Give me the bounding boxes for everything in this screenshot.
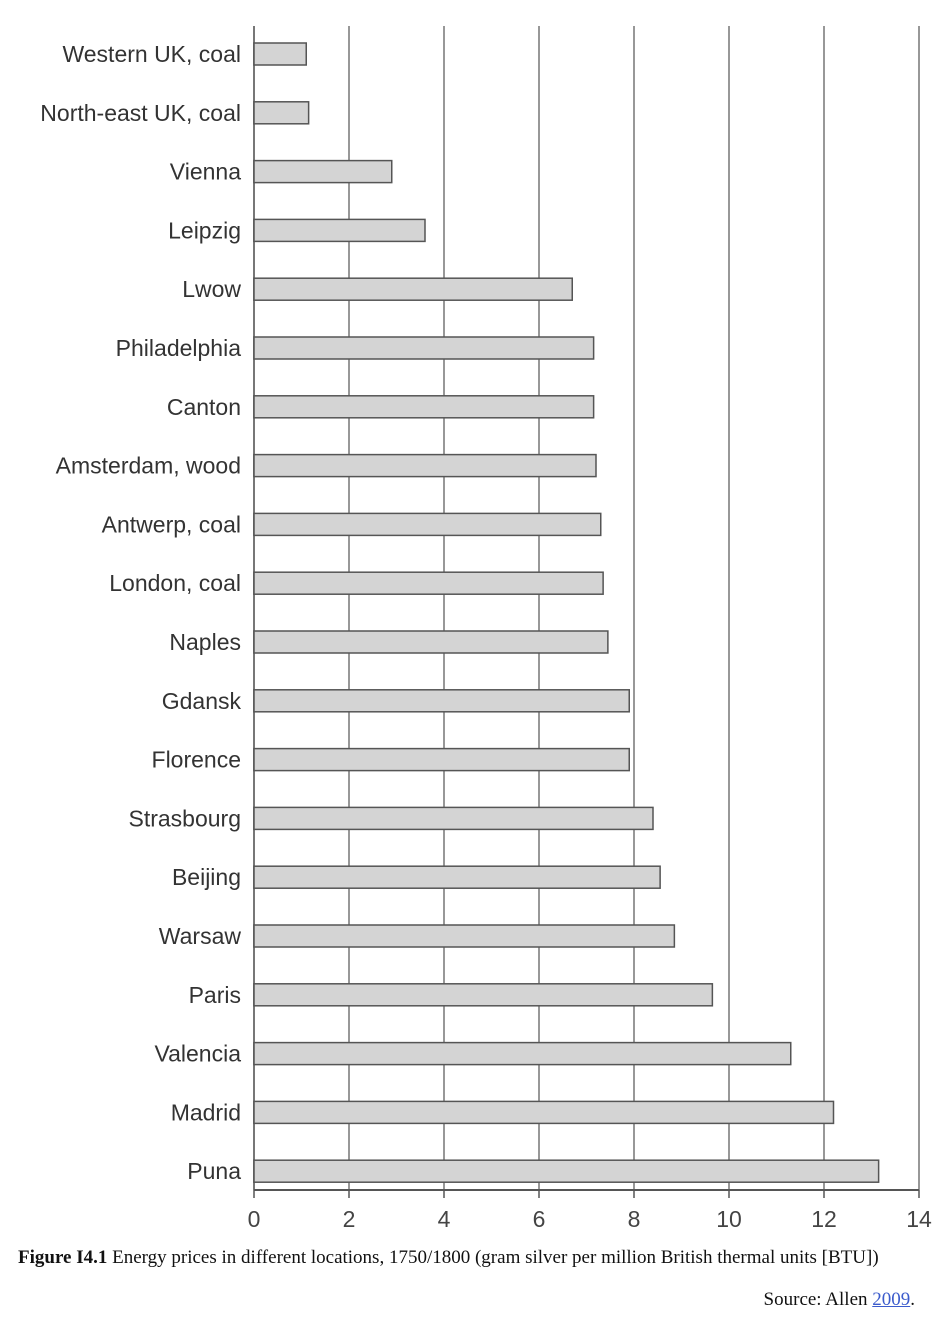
category-label-vienna: Vienna [170, 159, 241, 185]
bar-paris [253, 983, 714, 1007]
source-prefix: Source: Allen [763, 1289, 873, 1310]
bars [253, 42, 880, 1183]
source-link[interactable]: 2009 [872, 1289, 911, 1310]
source-line: Source: Allen 2009. [764, 1289, 915, 1311]
tick-label-12: 12 [811, 1206, 837, 1232]
bar-leipzig [253, 218, 426, 243]
bar-warsaw [253, 924, 676, 948]
bar-chart: Western UK, coal North-east UK, coal Vienn… [40, 26, 932, 1232]
grid-lines [253, 26, 920, 1191]
bar-canton [253, 395, 595, 419]
category-label-lwow: Lwow [182, 276, 241, 302]
category-label-antwerp-coal: Antwerp, coal [102, 511, 241, 537]
bar-london-coal [253, 571, 604, 595]
bar-valencia [253, 1041, 792, 1066]
category-label-leipzig: Leipzig [168, 217, 241, 243]
category-label-philadelphia: Philadelphia [116, 335, 242, 361]
category-label-paris: Paris [189, 982, 241, 1008]
bar-gdansk [253, 689, 630, 713]
category-labels: Western UK, coal North-east UK, coal Vienn… [40, 41, 241, 1184]
bar-philadelphia [253, 336, 595, 360]
bar-florence [253, 747, 630, 772]
bar-puna [253, 1159, 880, 1183]
category-label-canton: Canton [167, 394, 241, 420]
category-label-strasbourg: Strasbourg [128, 805, 241, 831]
tick-label-10: 10 [716, 1206, 742, 1232]
category-label-naples: Naples [169, 629, 241, 655]
source-suffix: . [910, 1289, 915, 1310]
bar-madrid [253, 1100, 835, 1125]
category-label-amsterdam-wood: Amsterdam, wood [56, 453, 241, 479]
tick-label-6: 6 [533, 1206, 546, 1232]
bar-western-uk-coal [253, 42, 307, 66]
category-label-western-uk-coal: Western UK, coal [62, 41, 241, 67]
bar-vienna [253, 159, 393, 184]
bar-north-east-uk-coal [253, 101, 310, 125]
bar-beijing [253, 865, 661, 889]
figure-caption: Figure I4.1 Energy prices in different l… [18, 1247, 938, 1269]
category-label-warsaw: Warsaw [159, 923, 242, 949]
bar-lwow [253, 277, 573, 301]
bar-naples [253, 630, 609, 654]
bar-amsterdam-wood [253, 453, 597, 478]
tick-label-2: 2 [343, 1206, 356, 1232]
category-label-london-coal: London, coal [109, 570, 241, 596]
category-label-valencia: Valencia [154, 1041, 241, 1067]
category-label-florence: Florence [152, 747, 241, 773]
tick-label-8: 8 [628, 1206, 641, 1232]
bar-strasbourg [253, 806, 654, 831]
category-label-beijing: Beijing [172, 864, 241, 890]
tick-label-14: 14 [906, 1206, 932, 1232]
figure-caption-text: Energy prices in different locations, 17… [107, 1247, 879, 1268]
category-label-north-east-uk-coal: North-east UK, coal [40, 100, 241, 126]
x-axis-ticks: 0 2 4 6 8 10 12 14 [248, 1190, 932, 1232]
tick-label-4: 4 [438, 1206, 451, 1232]
bar-antwerp-coal [253, 512, 602, 537]
category-label-madrid: Madrid [171, 1099, 241, 1125]
figure-caption-label: Figure I4.1 [18, 1247, 108, 1268]
category-label-gdansk: Gdansk [162, 688, 242, 714]
category-label-puna: Puna [187, 1158, 241, 1184]
tick-label-0: 0 [248, 1206, 261, 1232]
